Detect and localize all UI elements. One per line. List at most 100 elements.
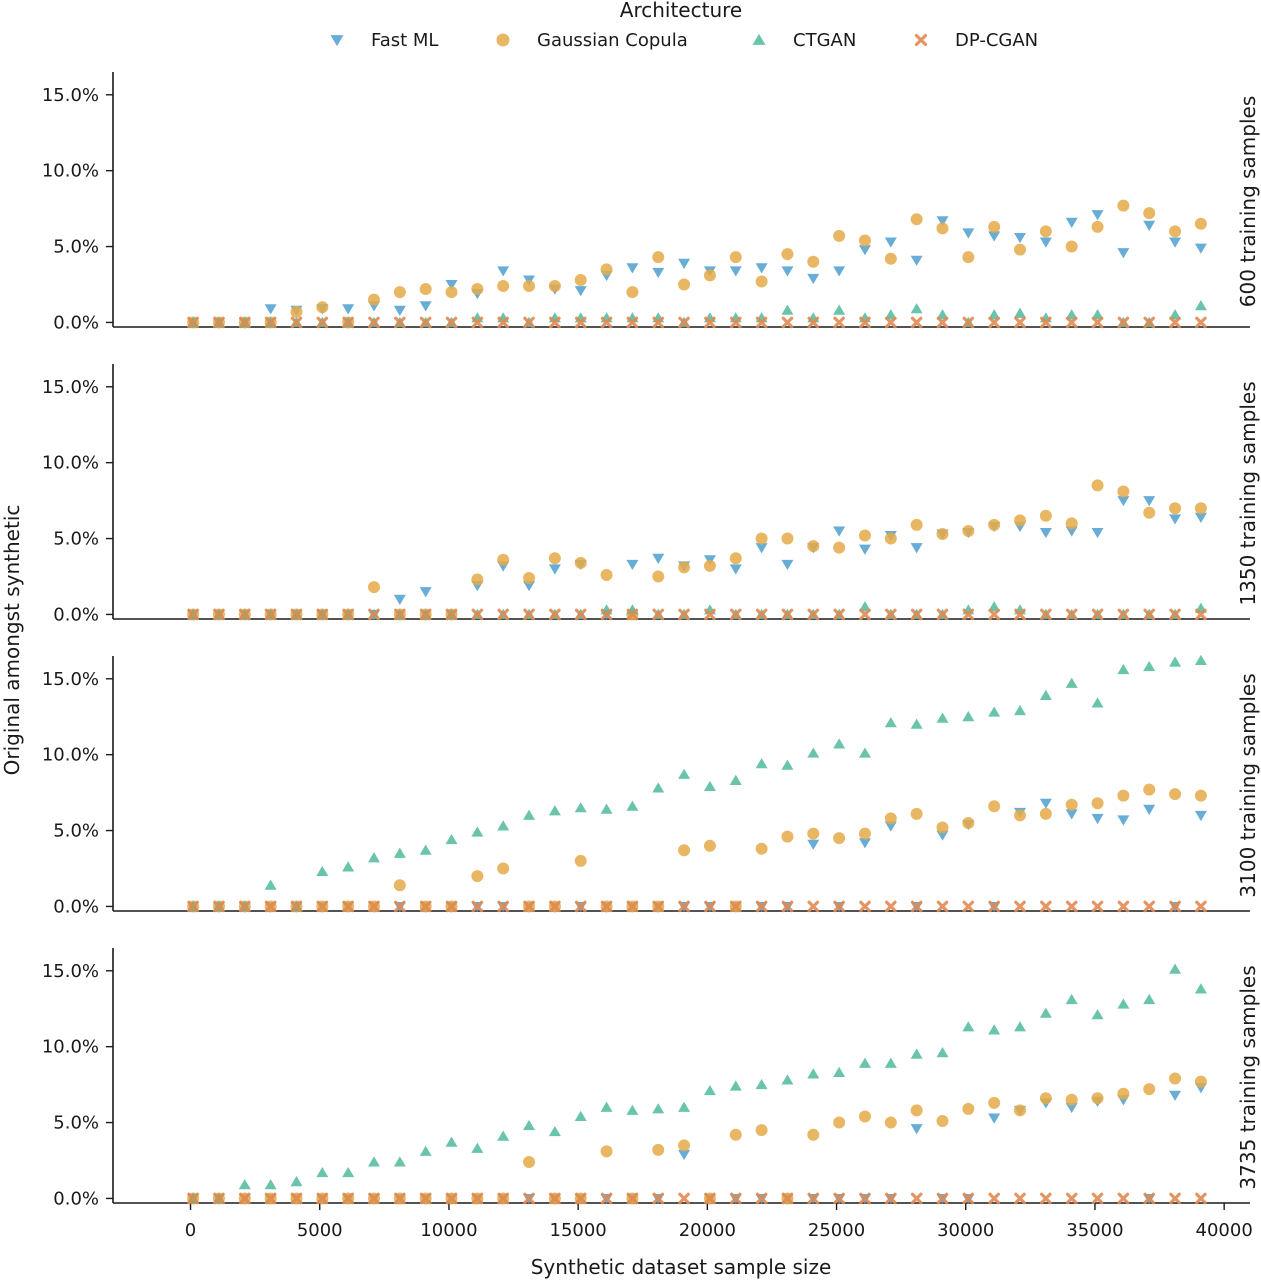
data-point-gaussian-copula — [807, 1128, 820, 1141]
data-point-dp-cgan — [1065, 316, 1078, 329]
data-point-ctgan — [1091, 697, 1104, 708]
data-point-ctgan — [833, 738, 846, 749]
data-point-dp-cgan — [988, 1192, 1000, 1205]
data-point-dp-cgan — [264, 316, 277, 329]
data-point-ctgan — [988, 706, 1001, 717]
data-point-gaussian-copula — [962, 1102, 975, 1115]
data-point-gaussian-copula — [1194, 789, 1207, 802]
data-point-gaussian-copula — [678, 561, 691, 574]
data-point-fast-ml — [393, 594, 406, 605]
facet-label: 3100 training samples — [1236, 673, 1260, 897]
data-point-dp-cgan — [626, 608, 639, 621]
facet-label: 3735 training samples — [1236, 965, 1260, 1189]
data-point-fast-ml — [858, 838, 871, 849]
data-point-fast-ml — [523, 581, 536, 592]
data-point-ctgan — [807, 747, 820, 758]
data-point-gaussian-copula — [1065, 798, 1078, 811]
data-point-ctgan — [1194, 654, 1207, 666]
data-point-dp-cgan — [652, 316, 665, 329]
data-point-dp-cgan — [187, 900, 199, 913]
data-point-fast-ml — [497, 266, 510, 277]
data-point-gaussian-copula — [1117, 789, 1130, 802]
data-point-dp-cgan — [678, 1192, 690, 1205]
data-point-gaussian-copula — [988, 800, 1001, 813]
data-point-fast-ml — [1065, 1102, 1078, 1114]
series-ctgan — [187, 300, 1207, 327]
data-point-fast-ml — [1065, 526, 1078, 537]
data-point-dp-cgan — [445, 316, 458, 329]
data-point-fast-ml — [393, 305, 406, 317]
data-point-dp-cgan — [600, 900, 613, 913]
data-point-dp-cgan — [807, 1192, 820, 1205]
data-point-ctgan — [729, 774, 742, 785]
data-point-gaussian-copula — [652, 251, 665, 264]
data-point-fast-ml — [884, 821, 897, 832]
data-point-gaussian-copula — [858, 234, 871, 247]
data-point-dp-cgan — [600, 608, 613, 621]
data-point-ctgan — [910, 718, 923, 729]
data-point-gaussian-copula — [678, 1139, 691, 1152]
data-point-ctgan — [1194, 983, 1207, 994]
data-point-ctgan — [497, 1130, 510, 1141]
series-fast-ml — [187, 496, 1207, 621]
data-point-dp-cgan — [1014, 1192, 1026, 1205]
data-point-dp-cgan — [1169, 1192, 1181, 1205]
data-point-fast-ml — [755, 263, 768, 274]
data-point-ctgan — [1169, 963, 1182, 974]
data-point-fast-ml — [1194, 512, 1207, 524]
data-point-gaussian-copula — [807, 255, 820, 268]
data-point-dp-cgan — [807, 900, 820, 913]
data-point-dp-cgan — [1091, 900, 1104, 913]
data-point-dp-cgan — [549, 1192, 561, 1205]
data-point-gaussian-copula — [936, 1115, 949, 1128]
data-point-fast-ml — [1039, 798, 1052, 809]
data-point-gaussian-copula — [833, 229, 846, 242]
data-point-dp-cgan — [471, 316, 484, 329]
data-point-ctgan — [1065, 677, 1078, 688]
data-point-gaussian-copula — [936, 821, 949, 834]
x-tick-label: 40000 — [1196, 1220, 1253, 1241]
data-point-ctgan — [678, 1101, 691, 1112]
data-point-ctgan — [910, 303, 923, 314]
data-point-dp-cgan — [342, 900, 354, 913]
data-point-dp-cgan — [936, 900, 949, 913]
data-point-dp-cgan — [1195, 608, 1207, 621]
data-point-dp-cgan — [988, 316, 1000, 329]
data-point-dp-cgan — [678, 900, 690, 913]
data-point-dp-cgan — [264, 1192, 277, 1205]
data-point-dp-cgan — [910, 1192, 923, 1205]
data-point-ctgan — [419, 1145, 432, 1156]
x-tick-label: 35000 — [1066, 1220, 1123, 1241]
data-point-fast-ml — [729, 266, 742, 277]
data-point-ctgan — [936, 1047, 949, 1058]
data-point-gaussian-copula — [884, 252, 897, 265]
data-point-gaussian-copula — [1194, 502, 1207, 515]
data-point-fast-ml — [910, 543, 923, 554]
data-point-dp-cgan — [1117, 1192, 1130, 1205]
data-point-dp-cgan — [910, 608, 923, 621]
data-point-dp-cgan — [859, 608, 871, 621]
data-point-ctgan — [264, 1179, 277, 1190]
data-point-dp-cgan — [1014, 608, 1026, 621]
data-point-dp-cgan — [859, 316, 871, 329]
series-dp-cgan — [187, 316, 1207, 329]
data-point-dp-cgan — [471, 608, 484, 621]
y-tick-label: 5.0% — [53, 529, 99, 550]
data-point-gaussian-copula — [703, 559, 716, 572]
data-point-dp-cgan — [1143, 1192, 1156, 1205]
data-point-gaussian-copula — [393, 879, 406, 892]
data-point-fast-ml — [342, 304, 355, 315]
data-point-ctgan — [962, 1021, 975, 1032]
data-point-gaussian-copula — [729, 1128, 742, 1141]
legend-entry-gaussian-copula: Gaussian Copula — [496, 30, 688, 51]
data-point-dp-cgan — [755, 316, 768, 329]
data-point-ctgan — [1065, 309, 1078, 320]
data-point-dp-cgan — [704, 316, 716, 329]
data-point-ctgan — [523, 809, 536, 820]
data-point-dp-cgan — [316, 1192, 329, 1205]
series-fast-ml — [187, 798, 1207, 913]
chart-panels: 0.0%5.0%10.0%15.0%600 training samples0.… — [42, 72, 1260, 1241]
data-point-dp-cgan — [755, 1192, 768, 1205]
data-point-fast-ml — [1014, 232, 1027, 244]
data-point-ctgan — [290, 1176, 303, 1187]
